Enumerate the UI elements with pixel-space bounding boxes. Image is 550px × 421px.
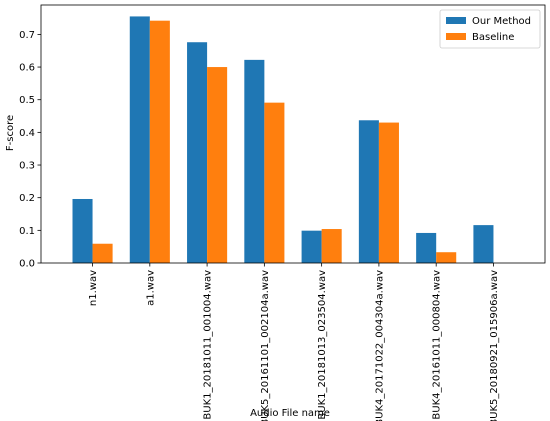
legend-label: Baseline bbox=[472, 32, 514, 43]
x-axis-label: Audio File name bbox=[250, 408, 330, 419]
bar-our-method bbox=[358, 120, 379, 263]
legend: Our Method Baseline bbox=[439, 9, 541, 49]
legend-label: Our Method bbox=[472, 16, 531, 27]
y-axis-label: F-score bbox=[5, 115, 16, 151]
bar-our-method bbox=[301, 230, 322, 263]
x-tick-label: BUK4_20171022_004304a.wav bbox=[374, 270, 385, 421]
x-tick-label: BUK5_20161101_002104a.wav bbox=[260, 270, 271, 421]
x-tick-label: BUK1_20181011_001004.wav bbox=[203, 270, 214, 420]
bar-our-method bbox=[473, 225, 494, 263]
axes-layer: 0.0 0.1 0.2 0.3 0.4 0.5 0.6 0.7 n1.wav a1.wav BUK1… bbox=[19, 4, 546, 421]
y-tick-label: 0.1 bbox=[19, 226, 35, 237]
bar-baseline bbox=[207, 67, 228, 263]
bar-our-method bbox=[187, 42, 208, 264]
bar-baseline bbox=[378, 122, 399, 263]
x-tick-label: BUK5_20180921_015906a.wav bbox=[489, 270, 500, 421]
y-tick-label: 0.0 bbox=[19, 259, 35, 270]
plot-frame bbox=[40, 4, 546, 264]
bar-our-method bbox=[72, 198, 93, 263]
bar-baseline bbox=[264, 102, 285, 264]
bar-our-method bbox=[416, 232, 437, 263]
bars-layer bbox=[72, 16, 494, 264]
x-tick-label: BUK1_20181013_023504.wav bbox=[317, 270, 328, 420]
bar-baseline bbox=[321, 229, 342, 263]
bar-baseline bbox=[92, 243, 113, 263]
x-tick-label: n1.wav bbox=[88, 270, 99, 306]
y-tick-label: 0.7 bbox=[19, 30, 35, 41]
y-tick-label: 0.5 bbox=[19, 95, 35, 106]
legend-swatch bbox=[446, 33, 466, 40]
y-tick-label: 0.3 bbox=[19, 161, 35, 172]
bar-baseline bbox=[149, 20, 170, 264]
bar-our-method bbox=[129, 16, 150, 264]
legend-swatch bbox=[446, 17, 466, 24]
bar-our-method bbox=[244, 59, 265, 264]
y-tick-label: 0.2 bbox=[19, 193, 35, 204]
y-tick-label: 0.6 bbox=[19, 63, 35, 74]
bar-baseline bbox=[436, 252, 457, 263]
y-tick-label: 0.4 bbox=[19, 128, 35, 139]
x-tick-label: BUK4_20161011_000804.wav bbox=[432, 270, 443, 420]
x-tick-label: a1.wav bbox=[145, 270, 156, 306]
